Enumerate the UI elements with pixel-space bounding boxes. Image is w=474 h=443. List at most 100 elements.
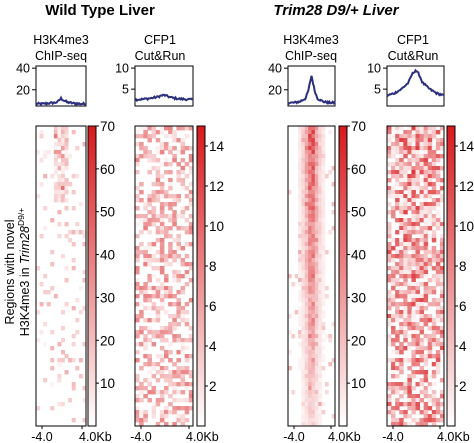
heatmap-cell — [298, 306, 302, 311]
heatmap-cell — [308, 278, 312, 283]
heatmap-cell — [318, 150, 322, 155]
heatmap-cell — [180, 206, 186, 211]
heatmap-cell — [304, 274, 309, 279]
heatmap-cell — [135, 154, 140, 159]
heatmap-cell — [311, 354, 316, 359]
heatmap-cell — [435, 278, 441, 283]
heatmap-cell — [304, 350, 309, 355]
heatmap-cell — [314, 362, 319, 367]
heatmap-cell — [61, 310, 65, 315]
heatmap-cell — [159, 226, 165, 231]
heatmap-cell — [57, 182, 62, 187]
heatmap-cell — [399, 222, 404, 227]
heatmap-cell — [415, 206, 420, 211]
heatmap-cell — [57, 126, 62, 131]
heatmap-cell — [403, 230, 408, 235]
heatmap-cell — [298, 358, 302, 363]
heatmap-cell — [403, 270, 408, 275]
heatmap-cell — [415, 146, 420, 151]
heatmap-cell — [311, 298, 316, 303]
heatmap-cell — [188, 338, 194, 343]
heatmap-cell — [184, 262, 190, 267]
heatmap-cell — [168, 234, 173, 239]
heatmap-cell — [176, 338, 181, 343]
heatmap-cell — [439, 402, 445, 407]
heatmap-cell — [304, 226, 309, 231]
heatmap-cell — [403, 262, 408, 267]
heatmap-cell — [403, 162, 408, 167]
heatmap-title-3-line2: ChIP-seq — [285, 49, 337, 63]
heatmap-cell — [427, 234, 433, 239]
heatmap-cell — [159, 358, 165, 363]
heatmap-cell — [314, 182, 319, 187]
heatmap-cell — [304, 182, 309, 187]
heatmap-cell — [395, 182, 400, 187]
heatmap-cell — [180, 166, 186, 171]
heatmap-cell — [403, 422, 408, 427]
heatmap-cell — [184, 194, 190, 199]
profile-ytick-label: 20 — [268, 83, 282, 97]
heatmap-cell — [399, 214, 404, 219]
heatmap-cell — [151, 158, 157, 163]
heatmap-cell — [411, 278, 416, 283]
heatmap-cell — [176, 290, 181, 295]
heatmap-cell — [135, 142, 140, 147]
heatmap-cell — [431, 302, 437, 307]
heatmap-cell — [71, 174, 76, 179]
heatmap-cell — [407, 146, 412, 151]
heatmap-cell — [411, 374, 416, 379]
heatmap-cell — [143, 418, 148, 423]
heatmap-cell — [308, 382, 312, 387]
heatmap-cell — [403, 134, 408, 139]
heatmap-cell — [143, 290, 148, 295]
heatmap-cell — [321, 354, 326, 359]
heatmap-cell — [318, 310, 322, 315]
heatmap-cell — [407, 126, 412, 131]
heatmap-cell — [172, 218, 177, 223]
heatmap-cell — [318, 246, 322, 251]
heatmap-cell — [308, 154, 312, 159]
heatmap-cell — [435, 350, 441, 355]
heatmap-cell — [415, 178, 420, 183]
heatmap-cell — [427, 154, 433, 159]
heatmap-cell — [387, 306, 392, 311]
heatmap-cell — [411, 210, 416, 215]
heatmap-cell — [301, 258, 306, 263]
heatmap-cell — [168, 374, 173, 379]
heatmap-cell — [71, 358, 76, 363]
heatmap-cell — [407, 150, 412, 155]
heatmap-cell — [304, 398, 309, 403]
heatmap-cell — [321, 206, 326, 211]
heatmap-cell — [301, 358, 306, 363]
heatmap-cell — [151, 154, 157, 159]
heatmap-cell — [308, 182, 312, 187]
heatmap-cell — [314, 206, 319, 211]
heatmap-cell — [304, 198, 309, 203]
heatmap-cell — [176, 138, 181, 143]
heatmap-cell — [423, 262, 429, 267]
heatmap-cell — [308, 258, 312, 263]
heatmap-cell — [403, 250, 408, 255]
heatmap-cell — [435, 338, 441, 343]
heatmap-cell — [395, 146, 400, 151]
heatmap-cell — [423, 402, 429, 407]
heatmap-cell — [411, 250, 416, 255]
heatmap-cell — [411, 362, 416, 367]
heatmap-cell — [147, 274, 152, 279]
heatmap-cell — [407, 174, 412, 179]
heatmap-cell — [143, 130, 148, 135]
heatmap-cell — [403, 358, 408, 363]
heatmap-cell — [164, 410, 169, 415]
heatmap-cell — [427, 130, 433, 135]
heatmap-cell — [298, 226, 302, 231]
heatmap-cell — [159, 258, 165, 263]
heatmap-cell — [399, 418, 404, 423]
heatmap-cell — [147, 230, 152, 235]
heatmap-cell — [314, 394, 319, 399]
heatmap-cell — [419, 194, 425, 199]
heatmap-cell — [403, 150, 408, 155]
heatmap-cell — [301, 422, 306, 427]
heatmap-cell — [184, 302, 190, 307]
heatmap-cell — [399, 370, 404, 375]
